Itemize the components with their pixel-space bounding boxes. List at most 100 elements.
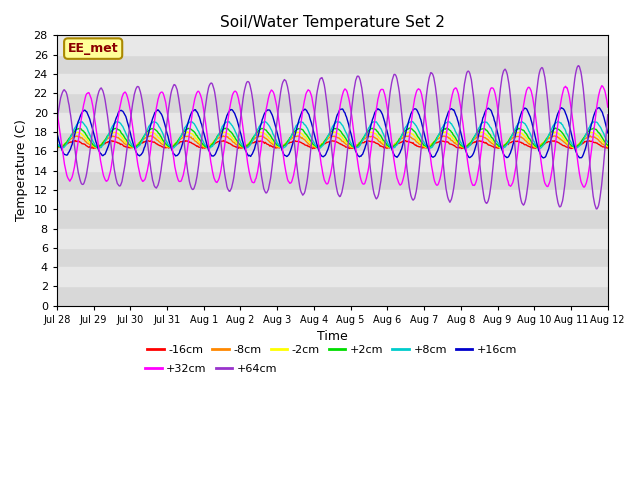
-2cm <box>63 139 70 144</box>
+8cm <box>499 146 507 152</box>
+16cm <box>175 150 183 156</box>
+16cm <box>63 152 70 158</box>
Line: -2cm: -2cm <box>57 132 608 148</box>
-8cm <box>63 140 70 145</box>
-8cm <box>401 133 408 139</box>
+2cm <box>175 135 183 141</box>
X-axis label: Time: Time <box>317 330 348 343</box>
-2cm <box>53 143 61 149</box>
Line: +64cm: +64cm <box>57 66 608 209</box>
+2cm <box>590 125 598 131</box>
+64cm <box>415 166 423 171</box>
-16cm <box>53 144 61 150</box>
Bar <box>57 151 608 170</box>
+2cm <box>63 140 70 145</box>
+8cm <box>53 140 61 145</box>
+2cm <box>461 145 468 151</box>
Title: Soil/Water Temperature Set 2: Soil/Water Temperature Set 2 <box>220 15 445 30</box>
+32cm <box>175 179 183 184</box>
Line: +2cm: +2cm <box>57 128 608 148</box>
+64cm <box>63 91 70 97</box>
+2cm <box>120 132 127 138</box>
+32cm <box>580 184 588 190</box>
-2cm <box>175 136 183 142</box>
+8cm <box>399 130 407 135</box>
Text: EE_met: EE_met <box>68 42 118 55</box>
+16cm <box>120 109 127 115</box>
+64cm <box>120 171 127 177</box>
-8cm <box>206 143 214 148</box>
-8cm <box>177 137 184 143</box>
Legend: +32cm, +64cm: +32cm, +64cm <box>141 360 282 379</box>
Bar <box>57 228 608 248</box>
Bar <box>57 113 608 132</box>
-8cm <box>147 133 155 139</box>
Line: +32cm: +32cm <box>57 86 608 187</box>
-16cm <box>177 139 184 144</box>
+2cm <box>53 143 61 148</box>
+32cm <box>205 143 212 148</box>
-2cm <box>496 145 504 151</box>
+16cm <box>415 112 423 118</box>
-16cm <box>205 143 213 149</box>
+64cm <box>604 112 612 118</box>
+64cm <box>175 100 183 106</box>
+16cm <box>399 140 407 146</box>
+2cm <box>604 142 612 148</box>
+64cm <box>593 206 601 212</box>
+16cm <box>557 105 565 110</box>
+16cm <box>604 130 612 136</box>
+8cm <box>415 129 423 135</box>
+2cm <box>415 135 423 141</box>
+32cm <box>399 176 407 182</box>
+32cm <box>120 90 127 96</box>
+32cm <box>53 108 61 114</box>
-16cm <box>72 138 79 144</box>
-16cm <box>63 141 70 147</box>
+64cm <box>575 63 582 69</box>
-8cm <box>201 144 209 150</box>
-2cm <box>205 144 213 149</box>
+16cm <box>540 155 547 161</box>
Y-axis label: Temperature (C): Temperature (C) <box>15 120 28 221</box>
Line: -8cm: -8cm <box>57 136 608 147</box>
Line: +16cm: +16cm <box>57 108 608 158</box>
+64cm <box>205 85 212 91</box>
+8cm <box>175 137 183 143</box>
+8cm <box>63 141 70 147</box>
-16cm <box>417 144 424 150</box>
+64cm <box>399 126 407 132</box>
-8cm <box>604 144 612 149</box>
+32cm <box>598 83 605 89</box>
+8cm <box>205 144 212 150</box>
+16cm <box>53 130 61 136</box>
-8cm <box>417 142 424 148</box>
-2cm <box>416 139 424 145</box>
+16cm <box>205 147 212 153</box>
-2cm <box>604 144 612 149</box>
-16cm <box>604 145 612 151</box>
+32cm <box>415 86 423 92</box>
-16cm <box>309 145 317 151</box>
-2cm <box>120 136 127 142</box>
+2cm <box>399 131 407 136</box>
+2cm <box>205 144 212 149</box>
Bar <box>57 267 608 287</box>
+8cm <box>604 139 612 145</box>
-16cm <box>401 138 408 144</box>
Bar <box>57 74 608 93</box>
+32cm <box>63 172 70 178</box>
Bar <box>57 190 608 209</box>
Bar <box>57 36 608 55</box>
Line: +8cm: +8cm <box>57 121 608 149</box>
-2cm <box>184 129 192 135</box>
Line: -16cm: -16cm <box>57 141 608 148</box>
+8cm <box>120 125 127 131</box>
+64cm <box>53 120 61 126</box>
-2cm <box>400 132 408 137</box>
+32cm <box>604 104 612 110</box>
-8cm <box>53 144 61 150</box>
-8cm <box>120 140 127 145</box>
+8cm <box>554 119 562 124</box>
-16cm <box>120 144 128 149</box>
